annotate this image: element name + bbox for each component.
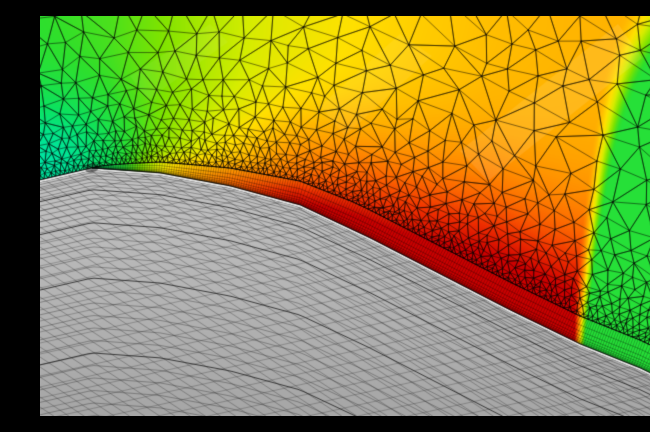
airfoil-mesh-render-canvas bbox=[40, 16, 650, 416]
cfd-mesh-viewport bbox=[40, 16, 650, 416]
